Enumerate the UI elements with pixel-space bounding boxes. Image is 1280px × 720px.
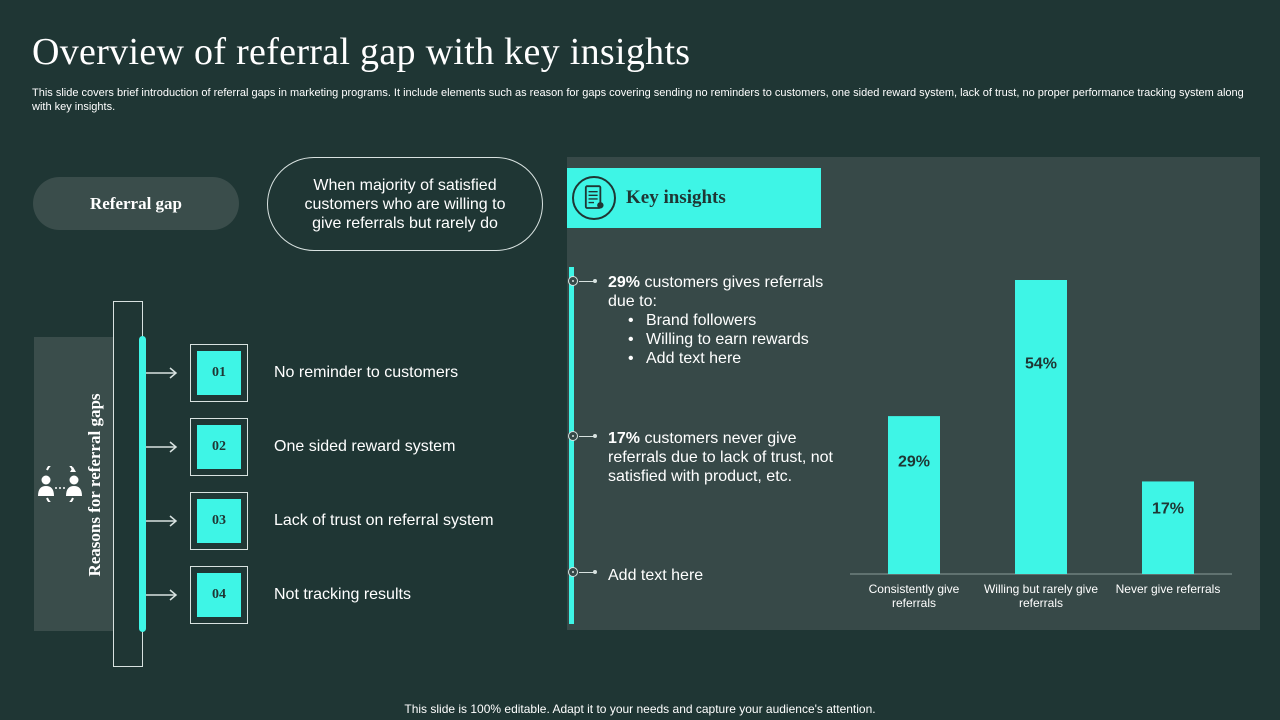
bar-value-label: 29% xyxy=(898,453,930,470)
arrow-right-icon xyxy=(146,441,178,453)
footer-note: This slide is 100% editable. Adapt it to… xyxy=(404,702,876,716)
reason-text: No reminder to customers xyxy=(274,364,459,381)
insights-timeline-bar xyxy=(569,267,574,624)
reason-text: One sided reward system xyxy=(274,438,456,455)
reasons-rail-bar xyxy=(139,336,146,632)
reason-number: 01 xyxy=(197,351,241,395)
referral-gap-pill: Referral gap xyxy=(33,177,239,230)
arrow-right-icon xyxy=(146,367,178,379)
reason-number: 02 xyxy=(197,425,241,469)
clipboard-icon xyxy=(572,176,616,220)
bar-value-label: 17% xyxy=(1152,500,1184,517)
timeline-dot xyxy=(568,567,578,577)
referral-gap-definition: When majority of satisfied customers who… xyxy=(267,157,543,251)
reason-number-box: 02 xyxy=(190,418,248,476)
reason-number: 03 xyxy=(197,499,241,543)
reason-number-box: 03 xyxy=(190,492,248,550)
insight-item-1: 29% customers gives referrals due to: Br… xyxy=(608,273,833,368)
insight-item-2: 17% customers never give referrals due t… xyxy=(608,429,833,486)
category-label: Consistently give referrals xyxy=(869,582,960,610)
insight-text: customers never give referrals due to la… xyxy=(608,430,833,485)
category-label: Never give referrals xyxy=(1116,582,1221,596)
bar xyxy=(1015,280,1067,574)
arrow-right-icon xyxy=(146,589,178,601)
insight-highlight: 17% xyxy=(608,430,641,447)
reason-number-box: 04 xyxy=(190,566,248,624)
timeline-connector xyxy=(579,279,597,283)
timeline-connector xyxy=(579,570,597,574)
insight-bullet: Brand followers xyxy=(628,311,833,330)
key-insights-title: Key insights xyxy=(626,187,726,208)
people-exchange-icon xyxy=(38,466,82,502)
bar-value-label: 54% xyxy=(1025,355,1057,372)
reason-text: Lack of trust on referral system xyxy=(274,512,494,529)
timeline-dot xyxy=(568,276,578,286)
referral-bar-chart: 29% Consistently give referrals 54% Willing … xyxy=(850,280,1232,610)
reason-number: 04 xyxy=(197,573,241,617)
insight-bullet: Add text here xyxy=(628,349,833,368)
insight-text: customers gives referrals due to: xyxy=(608,274,824,310)
category-label: Willing but rarely give referrals xyxy=(984,582,1098,610)
insight-item-3: Add text here xyxy=(608,566,833,585)
bar xyxy=(888,416,940,574)
insight-text: Add text here xyxy=(608,567,704,584)
bar xyxy=(1142,481,1194,574)
timeline-dot xyxy=(568,431,578,441)
insight-bullet-list: Brand followers Willing to earn rewards … xyxy=(608,311,833,368)
insight-bullet: Willing to earn rewards xyxy=(628,330,833,349)
reason-text: Not tracking results xyxy=(274,586,411,603)
reasons-label: Reasons for referral gaps xyxy=(85,393,104,577)
reason-number-box: 01 xyxy=(190,344,248,402)
page-subtitle: This slide covers brief introduction of … xyxy=(32,87,1244,113)
page-title: Overview of referral gap with key insigh… xyxy=(32,31,691,73)
timeline-connector xyxy=(579,434,597,438)
arrow-right-icon xyxy=(146,515,178,527)
insight-highlight: 29% xyxy=(608,274,641,291)
